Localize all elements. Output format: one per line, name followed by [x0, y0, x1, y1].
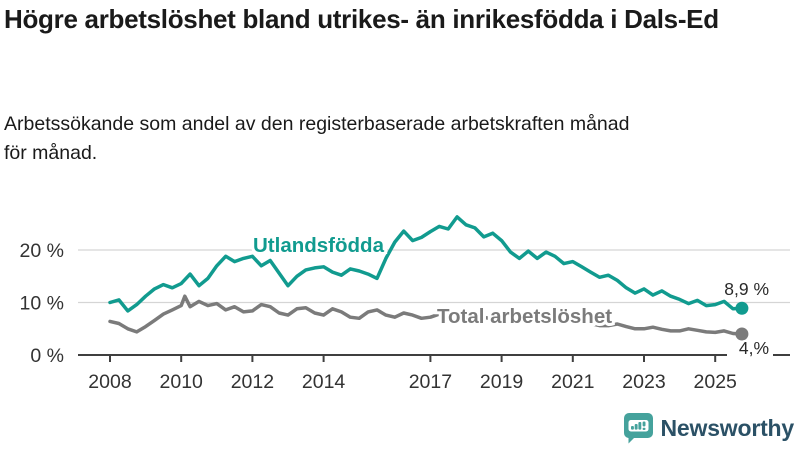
- page-title: Högre arbetslöshet bland utrikes- än inr…: [4, 4, 719, 34]
- series-label-utlandsfodda: Utlandsfödda: [253, 234, 385, 257]
- y-tick-label: 0 %: [30, 345, 64, 367]
- x-tick-label: 2010: [160, 371, 204, 393]
- series-label-total-arbetsloshet: Total arbetslöshet: [437, 305, 612, 328]
- newsworthy-logo-text: Newsworthy: [660, 414, 795, 441]
- x-tick-label: 2023: [622, 371, 665, 393]
- x-tick-label: 2017: [409, 371, 452, 393]
- x-tick-label: 2025: [694, 371, 738, 393]
- series-line-utlandsfodda: [108, 215, 744, 313]
- end-value-label-total-arbetsloshet: 4,%: [739, 338, 769, 358]
- y-tick-label: 20 %: [20, 240, 64, 262]
- x-tick-label: 2021: [551, 371, 594, 393]
- end-value-label-utlandsfodda: 8,9 %: [724, 279, 769, 299]
- x-tick-label: 2008: [88, 371, 131, 393]
- series-line-total-arbetsloshet: [108, 294, 744, 336]
- series-end-dot-utlandsfodda: [735, 301, 749, 315]
- x-tick-label: 2019: [480, 371, 523, 393]
- chart-subtitle: Arbetssökande som andel av den registerb…: [4, 113, 630, 164]
- newsworthy-logo-icon: [623, 412, 654, 444]
- brand-footer: Newsworthy: [623, 412, 794, 444]
- y-tick-label: 10 %: [20, 293, 64, 315]
- x-tick-label: 2012: [231, 371, 274, 393]
- end-label-backing: [727, 340, 773, 357]
- series-end-dot-total-arbetsloshet: [735, 327, 749, 341]
- x-tick-label: 2014: [302, 371, 346, 393]
